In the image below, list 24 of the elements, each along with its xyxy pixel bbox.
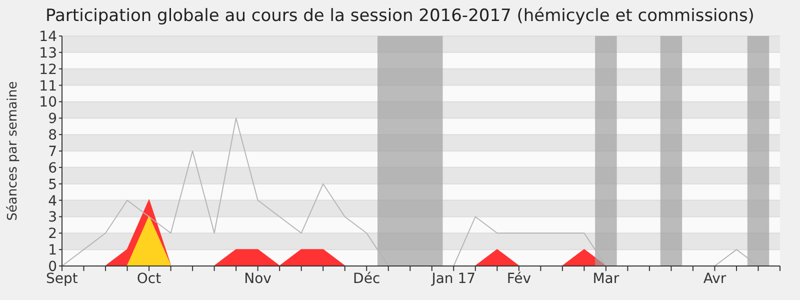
y-tick-label: 14 [39,28,58,45]
x-tick-label: Avr [703,270,726,287]
x-tick-label: Mar [592,270,620,287]
y-tick-label: 11 [39,78,57,94]
y-tick-label: 8 [48,128,57,144]
y-axis-title: Séances par semaine [6,81,21,221]
y-tick-label: 5 [48,176,57,193]
x-tick-label: Jan 17 [430,270,476,287]
x-tick-label: Fév [506,270,532,287]
y-tick-label: 6 [48,160,58,176]
y-tick-label: 13 [39,45,57,62]
x-tick-label: Nov [244,270,272,287]
y-tick-label: 12 [39,62,57,78]
y-tick-label: 3 [48,210,57,226]
y-tick-label: 4 [48,193,58,210]
x-tick-label: Déc [353,270,380,287]
y-tick-label: 2 [48,226,57,242]
x-tick-label: Sept [46,270,78,287]
y-tick-label: 1 [48,242,57,259]
y-tick-label: 9 [48,111,57,128]
y-tick-label: 10 [39,94,57,111]
y-tick-label: 7 [48,144,57,160]
x-tick-label: Oct [136,270,162,287]
chart-title: Participation globale au cours de la session 2016-2017 (hémicycle et commissions) [44,6,756,26]
